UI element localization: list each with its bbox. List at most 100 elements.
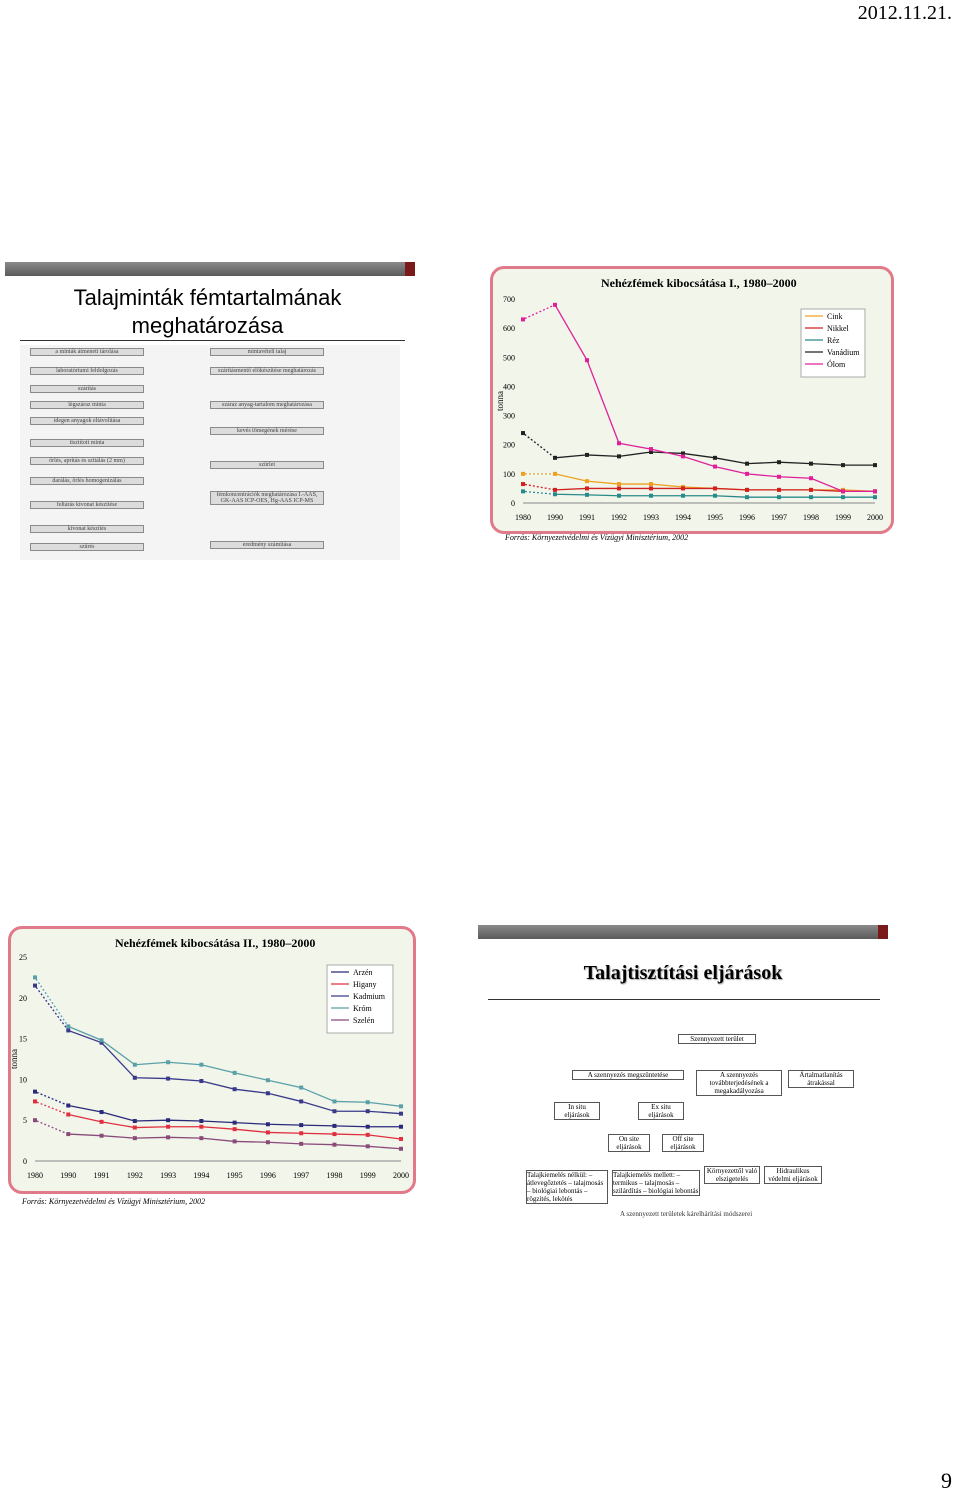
x-tick-label-6: 1995: [227, 1171, 243, 1180]
x-tick-label-10: 1999: [835, 513, 851, 522]
legend-label-cink: Cink: [827, 312, 843, 321]
data-point-ólom-1996: [745, 471, 749, 476]
data-point-szelén-1993: [166, 1135, 171, 1140]
y-axis-label: tonna: [11, 1049, 19, 1069]
chart2-frame: Nehézfémek kibocsátása II., 1980–2000 0 5 1…: [8, 926, 416, 1194]
data-point-arzén-1999: [365, 1124, 370, 1129]
data-point-higany-1995: [232, 1127, 237, 1132]
data-point-réz-1991: [585, 492, 589, 497]
data-point-szelén-1995: [232, 1139, 237, 1144]
diag-ex-situ: Ex situ eljárások: [638, 1102, 684, 1120]
slide1-title-rule: [20, 340, 405, 341]
series-line-nikkel: [522, 483, 875, 492]
flow-left-6: tisztított minta: [30, 439, 144, 447]
chart1-svg: Nehézfémek kibocsátása I., 1980–2000 0 100…: [495, 276, 883, 522]
data-point-vanádium-1990: [553, 455, 557, 460]
flow-right-5: szűrlet: [210, 461, 324, 469]
flow-right-6: fémkoncentrációk meghatározása I.-AAS, G…: [210, 491, 324, 505]
diag-in-situ: In situ eljárások: [554, 1102, 600, 1120]
data-point-vanádium-1997: [777, 460, 781, 465]
data-point-nikkel-1991: [585, 486, 589, 491]
diag-bottom-2: Talajkiemelés mellett: – termikus – tala…: [612, 1170, 700, 1196]
flow-right-2: szárításmentő előkészítése meghatározás: [210, 367, 324, 375]
series-line-higany: [34, 1100, 402, 1140]
data-point-arzén-1996: [265, 1122, 270, 1127]
data-point-kadmium-1995: [232, 1087, 237, 1092]
data-point-réz-1999: [841, 495, 845, 500]
x-tick-label-8: 1997: [293, 1171, 309, 1180]
y-axis-label: tonna: [495, 391, 505, 411]
data-point-króm-1991: [99, 1038, 104, 1043]
data-point-nikkel-1980: [521, 482, 525, 487]
x-tick-label-10: 1999: [360, 1171, 376, 1180]
chart1-frame: Nehézfémek kibocsátása I., 1980–2000 0 100…: [490, 266, 894, 534]
x-tick-label-6: 1995: [707, 513, 723, 522]
data-point-réz-1994: [681, 493, 685, 498]
data-point-szelén-1990: [66, 1132, 71, 1137]
data-point-szelén-1996: [265, 1140, 270, 1145]
data-point-réz-1993: [649, 493, 653, 498]
y-tick-label-7: 700: [503, 295, 515, 304]
flow-left-8: darálás, őrlés homogenizálás: [30, 477, 144, 485]
diag-level1-1: A szennyezés megszüntetése: [572, 1070, 684, 1080]
data-point-ólom-1995: [713, 464, 717, 469]
data-point-arzén-1998: [332, 1123, 337, 1128]
series-gap-vanádium: [522, 432, 556, 459]
data-point-vanádium-1995: [713, 455, 717, 460]
flow-left-5: idegen anyagok eltávolítása: [30, 417, 144, 425]
data-point-higany-1997: [299, 1131, 304, 1136]
flow-right-4: kevés tömegének mérése: [210, 427, 324, 435]
data-point-réz-2000: [873, 495, 877, 500]
data-point-cink-1990: [553, 471, 557, 476]
legend-box: [800, 308, 866, 378]
legend-label-higany: Higany: [353, 980, 377, 989]
data-point-réz-1990: [553, 492, 557, 497]
data-point-arzén-2000: [399, 1124, 403, 1129]
slide4-title-rule: [488, 999, 880, 1000]
flow-right-1: mintavételi talaj: [210, 348, 324, 356]
x-tick-label-0: 1980: [27, 1171, 43, 1180]
x-tick-label-1: 1990: [547, 513, 563, 522]
flow-left-2: laboratóriumi feldolgozás: [30, 367, 144, 375]
data-point-ólom-1998: [809, 476, 813, 481]
data-point-króm-1999: [365, 1100, 370, 1105]
legend-label-vanádium: Vanádium: [827, 348, 860, 357]
legend-label-kadmium: Kadmium: [353, 992, 386, 1001]
y-tick-label-4: 20: [19, 994, 27, 1003]
data-point-higany-1990: [66, 1112, 71, 1117]
slide1-title-bar: [5, 262, 415, 276]
x-tick-label-11: 2000: [393, 1171, 409, 1180]
data-point-arzén-1994: [199, 1119, 204, 1124]
data-point-arzén-1990: [66, 1103, 71, 1108]
legend-label-króm: Króm: [353, 1004, 372, 1013]
data-point-arzén-1997: [299, 1123, 304, 1128]
data-point-kadmium-1990: [66, 1028, 71, 1033]
data-point-nikkel-1993: [649, 486, 653, 491]
flow-left-9: feltárás kivonat készítése: [30, 501, 144, 509]
data-point-nikkel-1992: [617, 486, 621, 491]
data-point-ólom-2000: [873, 489, 877, 494]
data-point-arzén-1992: [132, 1119, 137, 1124]
data-point-kadmium-1998: [332, 1109, 337, 1114]
chart2-svg: Nehézfémek kibocsátása II., 1980–2000 0 5 1…: [9, 936, 409, 1180]
x-tick-label-4: 1993: [643, 513, 659, 522]
data-point-arzén-1980: [33, 1089, 37, 1094]
data-point-kadmium-2000: [399, 1111, 403, 1116]
data-point-szelén-1980: [33, 1118, 37, 1123]
legend-box: [326, 964, 394, 1034]
data-point-higany-1994: [199, 1124, 204, 1129]
series-gap-ólom: [522, 304, 556, 321]
data-point-kadmium-1993: [166, 1076, 171, 1081]
data-point-arzén-1991: [99, 1110, 104, 1115]
legend-label-nikkel: Nikkel: [827, 324, 850, 333]
page-date: 2012.11.21.: [857, 2, 952, 24]
data-point-nikkel-1994: [681, 486, 685, 491]
y-tick-label-6: 600: [503, 324, 515, 333]
diag-on-site: On site eljárások: [608, 1134, 650, 1152]
data-point-króm-1980: [33, 975, 37, 980]
page-number: 9: [941, 1468, 952, 1493]
x-tick-label-3: 1992: [127, 1171, 143, 1180]
diag-bottom-3: Környezettől való elszigetelés: [704, 1166, 760, 1184]
data-point-króm-1990: [66, 1024, 71, 1029]
y-tick-label-0: 0: [511, 499, 515, 508]
